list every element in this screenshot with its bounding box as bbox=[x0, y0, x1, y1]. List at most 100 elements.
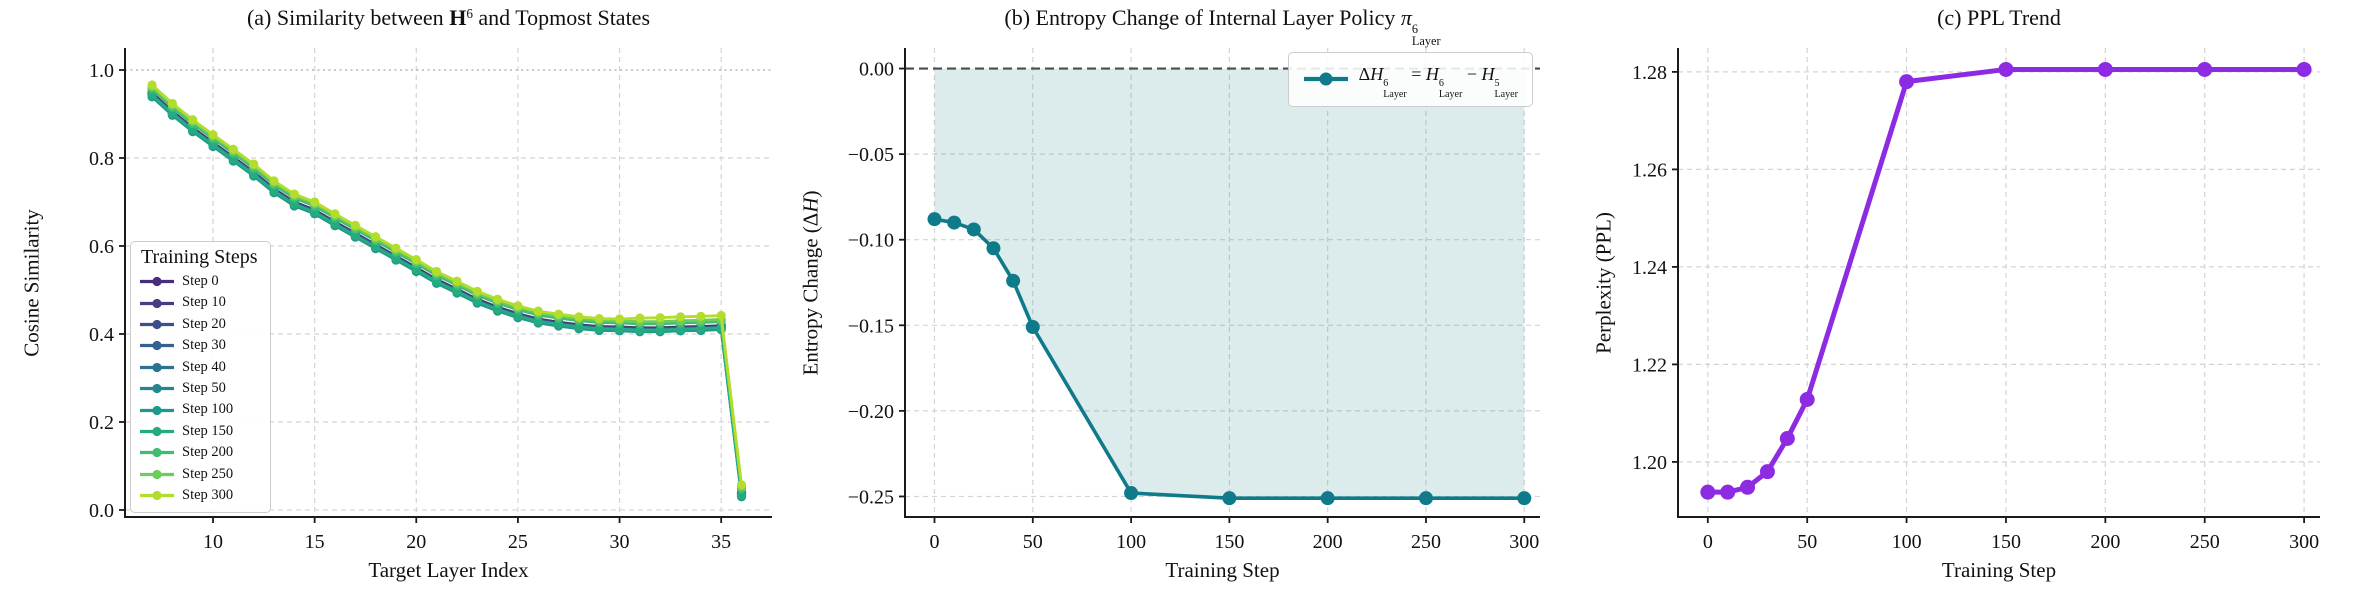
data-point bbox=[947, 215, 962, 230]
legend-entry-step-30: Step 30 bbox=[139, 335, 260, 356]
data-point bbox=[574, 312, 584, 322]
y-tick-label: 1.24 bbox=[1632, 257, 1667, 279]
panel-c-plot: 0 50 100 150 200 250 300 1.20 1.22 1.24 1.26 1.28 bbox=[1632, 48, 2320, 553]
legend-swatch-icon bbox=[140, 448, 174, 458]
panel-b-legend: ΔH 6 Layer = H 6 Layer − H 5 Layer bbox=[1287, 52, 1533, 107]
x-tick-label: 50 bbox=[1797, 531, 1817, 553]
data-point bbox=[966, 222, 981, 237]
panel-c-ylabel: Perplexity (PPL) bbox=[1591, 211, 1616, 354]
data-point bbox=[167, 98, 177, 109]
legend-entry-label: Step 30 bbox=[182, 337, 226, 354]
data-point bbox=[411, 255, 421, 265]
legend-entry-label: Step 300 bbox=[182, 487, 234, 504]
data-point bbox=[1320, 491, 1335, 506]
data-point bbox=[350, 220, 360, 230]
data-point bbox=[1025, 320, 1040, 335]
panel-b: 0 50 100 150 200 250 300 0.00 −0.05 −0.10 −0.15 −0.… bbox=[787, 0, 1574, 604]
legend-entry-step-100: Step 100 bbox=[139, 399, 260, 420]
series-ppl bbox=[1700, 61, 2312, 500]
legend-entry-h-6-layer-h-6-layer-h-5-layer: ΔH 6 Layer = H 6 Layer − H 5 Layer bbox=[1303, 59, 1518, 100]
panel-a-xlabel: Target Layer Index bbox=[368, 558, 529, 582]
legend-swatch-icon bbox=[140, 426, 174, 437]
data-point bbox=[330, 209, 340, 219]
legend-entry-step-0: Step 0 bbox=[139, 271, 260, 292]
x-tick-label: 0 bbox=[929, 531, 939, 553]
x-tick-label: 100 bbox=[1892, 531, 1922, 553]
axis-ticks: 0 50 100 150 200 250 300 1.20 1.22 1.24 1.26 1.28 bbox=[1632, 62, 2319, 553]
legend-entry-label: Step 200 bbox=[182, 444, 234, 461]
data-point bbox=[2296, 61, 2312, 77]
x-tick-label: 150 bbox=[1991, 531, 2021, 553]
legend-swatch-icon bbox=[140, 469, 174, 479]
data-point bbox=[472, 286, 482, 296]
data-point bbox=[289, 189, 299, 199]
legend-swatch-icon bbox=[140, 384, 174, 394]
legend-swatch-icon bbox=[140, 491, 174, 501]
legend-entry-step-300: Step 300 bbox=[139, 485, 260, 506]
data-point bbox=[1720, 484, 1736, 500]
data-point bbox=[1006, 273, 1021, 288]
axis-ticks: 0 50 100 150 200 250 300 0.00 −0.05 −0.10 −0.15 −0.… bbox=[848, 59, 1540, 553]
data-point bbox=[492, 294, 503, 304]
data-point bbox=[696, 311, 706, 321]
data-point bbox=[553, 309, 564, 319]
data-point bbox=[371, 232, 381, 242]
legend-entry-step-250: Step 250 bbox=[139, 464, 260, 485]
y-tick-label: 0.4 bbox=[89, 324, 114, 346]
y-tick-label: 1.28 bbox=[1632, 62, 1667, 84]
data-point bbox=[269, 176, 279, 186]
y-tick-label: 1.22 bbox=[1632, 354, 1667, 376]
x-tick-label: 200 bbox=[2090, 531, 2120, 553]
axis-ticks: 10 15 20 25 30 35 0.0 0.2 0.4 0.6 0.8 1.0 bbox=[89, 60, 731, 553]
legend-entry-label: ΔH 6 Layer = H 6 Layer − H 5 Layer bbox=[1358, 64, 1518, 100]
gridlines bbox=[905, 48, 1540, 517]
x-tick-label: 35 bbox=[711, 531, 731, 553]
x-tick-label: 300 bbox=[1509, 531, 1539, 553]
legend-entry-label: Step 20 bbox=[182, 315, 226, 332]
data-point bbox=[1418, 491, 1433, 506]
legend-entry-step-200: Step 200 bbox=[139, 442, 260, 463]
data-point bbox=[513, 301, 523, 311]
y-tick-label: 0.0 bbox=[89, 500, 114, 522]
axis-tick-labels: 10 15 20 25 30 35 0.0 0.2 0.4 0.6 0.8 1.0 bbox=[89, 60, 731, 553]
x-tick-label: 300 bbox=[2289, 531, 2319, 553]
panel-c-xlabel: Training Step bbox=[1941, 558, 2057, 582]
data-point bbox=[208, 130, 218, 140]
data-point bbox=[1779, 431, 1795, 447]
legend-swatch-icon bbox=[1303, 72, 1348, 86]
y-tick-label: −0.10 bbox=[848, 230, 894, 252]
legend-entry-label: Step 0 bbox=[182, 273, 219, 289]
legend-swatch-icon bbox=[140, 362, 174, 372]
data-point bbox=[1799, 392, 1815, 408]
data-point bbox=[655, 313, 665, 323]
data-point bbox=[228, 144, 238, 154]
gridlines bbox=[1678, 48, 2320, 517]
data-point bbox=[675, 312, 686, 322]
panel-a-title: (a) Similarity between H6 and Topmost St… bbox=[246, 5, 651, 30]
data-point bbox=[432, 266, 442, 277]
axis-tick-labels: 0 50 100 150 200 250 300 1.20 1.22 1.24 1.26 1.28 bbox=[1632, 62, 2319, 553]
panel-b-ylabel: Entropy Change (ΔH) bbox=[798, 190, 823, 375]
x-tick-label: 250 bbox=[2190, 531, 2220, 553]
data-point bbox=[927, 212, 942, 227]
data-point bbox=[1998, 61, 2014, 77]
y-tick-label: 0.6 bbox=[89, 236, 114, 258]
x-tick-label: 15 bbox=[305, 531, 325, 553]
legend-entry-label: Step 10 bbox=[182, 294, 226, 311]
panel-b-plot: 0 50 100 150 200 250 300 0.00 −0.05 −0.10 −0.15 −0.… bbox=[848, 48, 1540, 553]
axes-spines bbox=[904, 48, 1540, 518]
legend-swatch-icon bbox=[140, 341, 174, 351]
legend-title: Training Steps bbox=[141, 246, 258, 268]
legend-entry-step-150: Step 150 bbox=[139, 421, 260, 442]
data-point bbox=[391, 243, 401, 253]
y-tick-label: −0.15 bbox=[848, 315, 894, 337]
legend-swatch-icon bbox=[140, 277, 174, 287]
y-tick-label: 1.20 bbox=[1632, 452, 1667, 474]
y-tick-label: 0.00 bbox=[859, 59, 894, 81]
data-point bbox=[1899, 74, 1915, 90]
legend-entry-label: Step 150 bbox=[182, 422, 234, 439]
y-tick-label: 1.0 bbox=[89, 60, 114, 82]
data-point bbox=[1759, 464, 1775, 480]
x-tick-label: 30 bbox=[610, 531, 630, 553]
